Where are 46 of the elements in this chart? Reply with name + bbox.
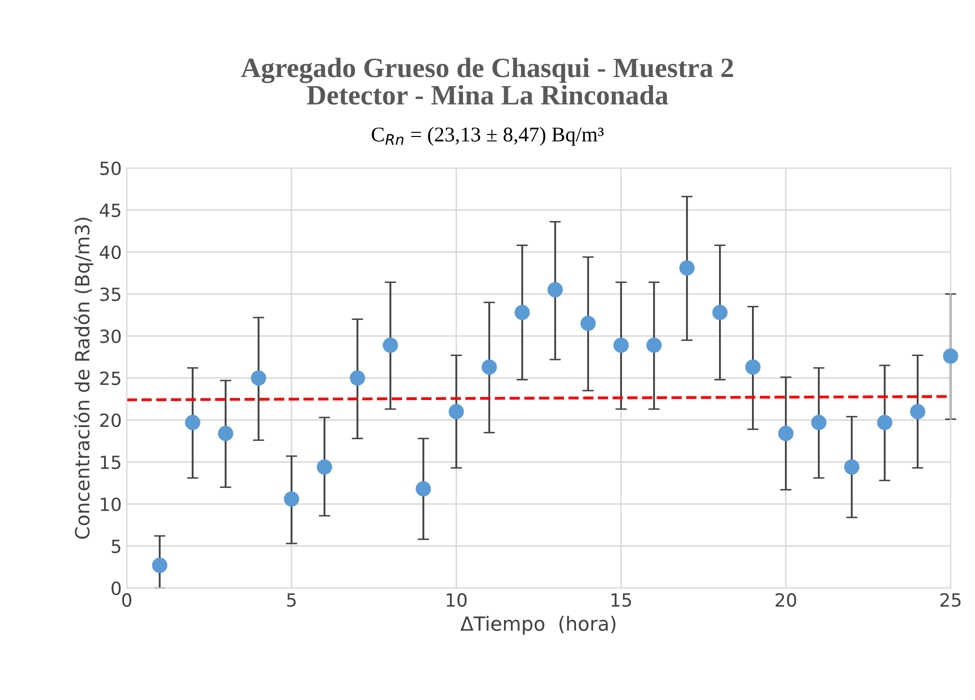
- point: [284, 491, 300, 507]
- y-tick-label: 20: [100, 413, 121, 428]
- point: [416, 481, 431, 497]
- point: [811, 414, 826, 430]
- x-tick-label: 5: [287, 593, 296, 607]
- point: [316, 459, 332, 475]
- point: [448, 404, 464, 420]
- x-tick-label: 20: [776, 593, 796, 607]
- y-tick-label: 40: [100, 245, 121, 260]
- point: [844, 459, 860, 475]
- chart-title: Agregado Grueso de Chasqui - Muestra 2 Detector - Mina La Rinconada: [241, 58, 733, 105]
- y-tick-label: 5: [112, 540, 120, 554]
- x-tick-label: 15: [612, 593, 631, 607]
- x-tick-label: 10: [446, 593, 467, 607]
- point: [580, 316, 596, 332]
- y-tick-label: 15: [100, 456, 120, 470]
- chart-subtitle: C$_{Rn}$ = (23,13 ± 8,47) Bq/m³: [372, 126, 604, 146]
- point: [613, 338, 629, 353]
- point: [350, 370, 366, 386]
- y-tick-label: 35: [100, 287, 120, 302]
- y-tick-label: 45: [100, 204, 120, 218]
- y-axis-title: Concentración de Radón (Bq/m3): [74, 218, 94, 539]
- y-tick-label: 30: [100, 329, 121, 344]
- point: [679, 260, 695, 276]
- point: [548, 282, 563, 298]
- y-tick-label: 0: [112, 581, 121, 596]
- point: [152, 558, 168, 573]
- point: [382, 338, 398, 353]
- point: [877, 414, 892, 430]
- point: [745, 359, 761, 375]
- point: [218, 426, 234, 442]
- point: [646, 338, 662, 353]
- x-tick-label: 0: [122, 593, 132, 607]
- y-tick-label: 25: [100, 371, 120, 386]
- point: [712, 304, 728, 320]
- point: [910, 404, 926, 420]
- point: [778, 426, 794, 442]
- y-tick-label: 10: [100, 497, 121, 512]
- y-tick-label: 50: [100, 161, 121, 176]
- point: [514, 304, 530, 320]
- point: [482, 359, 497, 375]
- point: [250, 370, 266, 386]
- point: [185, 414, 200, 430]
- point: [942, 348, 958, 364]
- x-axis-title: ΔTiempo (hora): [460, 616, 616, 635]
- x-tick-label: 25: [940, 593, 961, 607]
